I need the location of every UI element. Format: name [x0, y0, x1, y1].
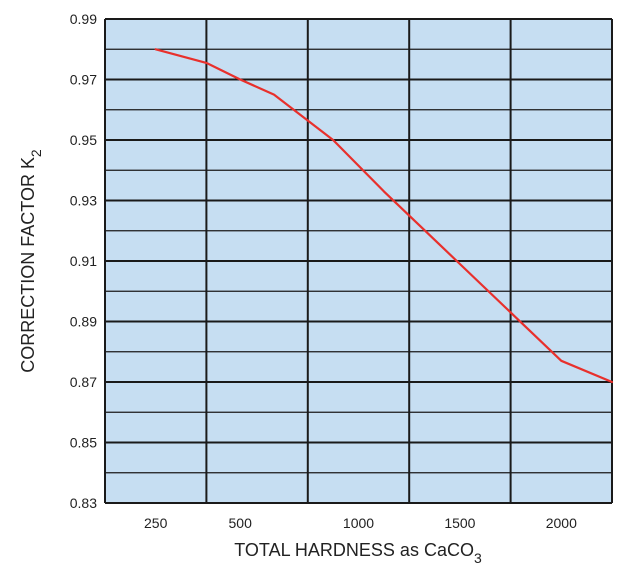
grid — [104, 18, 613, 504]
y-tick-label: 0.99 — [70, 11, 97, 27]
x-tick-label: 2000 — [546, 515, 577, 531]
y-tick-label: 0.93 — [70, 193, 97, 209]
y-tick-label: 0.85 — [70, 435, 97, 451]
series-line — [154, 48, 614, 384]
y-tick-label: 0.83 — [70, 495, 97, 511]
y-tick-label: 0.95 — [70, 132, 97, 148]
x-tick-label: 500 — [229, 515, 253, 531]
y-tick-label: 0.91 — [70, 253, 97, 269]
x-tick-label: 1500 — [444, 515, 475, 531]
y-tick-labels: 0.99 0.97 0.95 0.93 0.91 0.89 0.87 0.85 0.83 — [70, 11, 97, 511]
x-tick-labels: 250 500 1000 1500 2000 — [144, 515, 577, 531]
y-tick-label: 0.97 — [70, 72, 97, 88]
y-axis-title: CORRECTION FACTOR K2 — [18, 149, 44, 373]
y-tick-label: 0.89 — [70, 314, 97, 330]
x-tick-label: 250 — [144, 515, 168, 531]
x-tick-label: 1000 — [343, 515, 374, 531]
x-axis-title: TOTAL HARDNESS as CaCO3 — [234, 540, 482, 566]
y-tick-label: 0.87 — [70, 374, 97, 390]
